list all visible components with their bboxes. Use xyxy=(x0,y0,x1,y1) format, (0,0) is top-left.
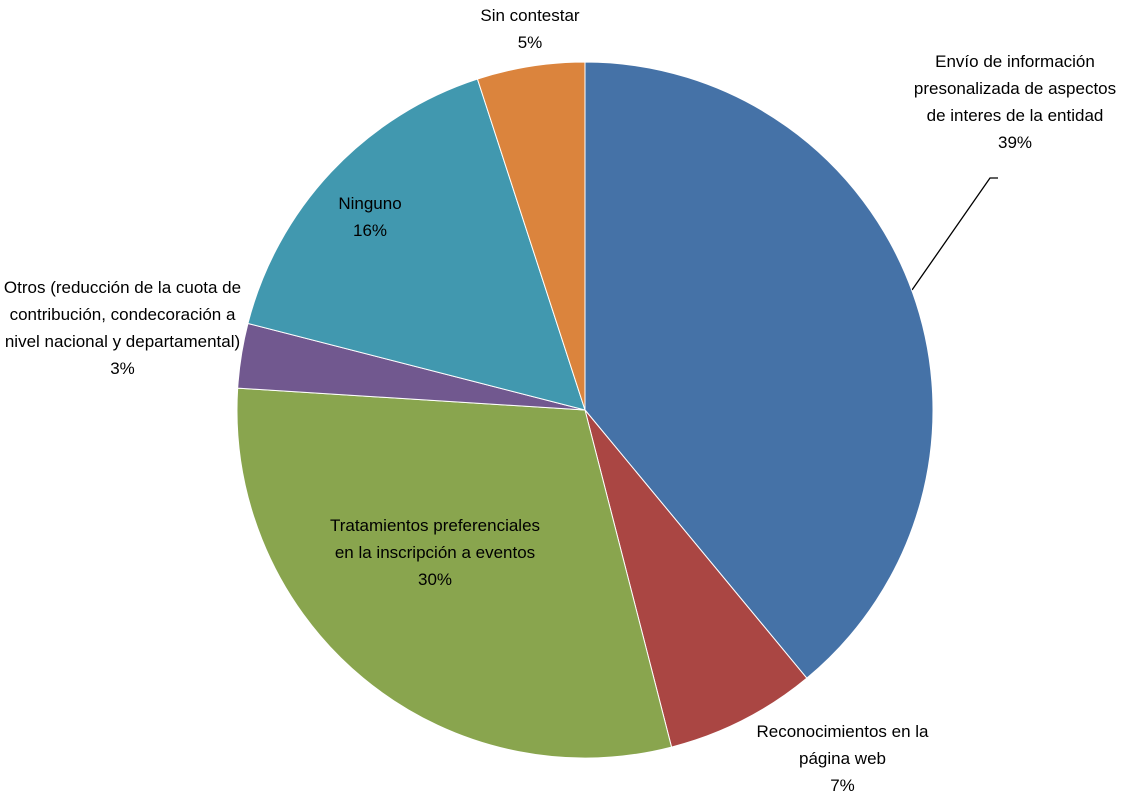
value-label: 30% xyxy=(417,570,453,589)
value-label: 7% xyxy=(830,776,855,795)
category-label: Envío de información presonalizada de as… xyxy=(913,52,1117,125)
value-label: 3% xyxy=(110,359,135,378)
pie-slice xyxy=(236,387,673,759)
category-label: Otros (reducción de la cuota de contribu… xyxy=(3,278,242,351)
slice-label: Sin contestar 5% xyxy=(440,2,620,56)
value-label: 16% xyxy=(352,221,388,240)
pie-slice xyxy=(584,61,934,679)
category-label: Reconocimientos en la página web xyxy=(756,722,929,768)
pie-slice xyxy=(476,61,586,411)
category-label: Ninguno xyxy=(338,194,402,213)
pie-slice xyxy=(247,78,586,411)
slice-label: Envío de información presonalizada de as… xyxy=(905,48,1125,156)
value-label: 39% xyxy=(997,133,1033,152)
value-label: 5% xyxy=(517,33,543,52)
leader-line xyxy=(911,177,998,291)
category-label: Tratamientos preferenciales en la inscri… xyxy=(329,516,541,562)
slice-label: Reconocimientos en la página web 7% xyxy=(735,718,950,799)
pie-slice xyxy=(584,409,808,748)
slice-label: Otros (reducción de la cuota de contribu… xyxy=(0,274,245,382)
slice-label: Tratamientos preferenciales en la inscri… xyxy=(320,512,550,593)
slice-label: Ninguno 16% xyxy=(315,190,425,244)
category-label: Sin contestar xyxy=(480,6,580,25)
